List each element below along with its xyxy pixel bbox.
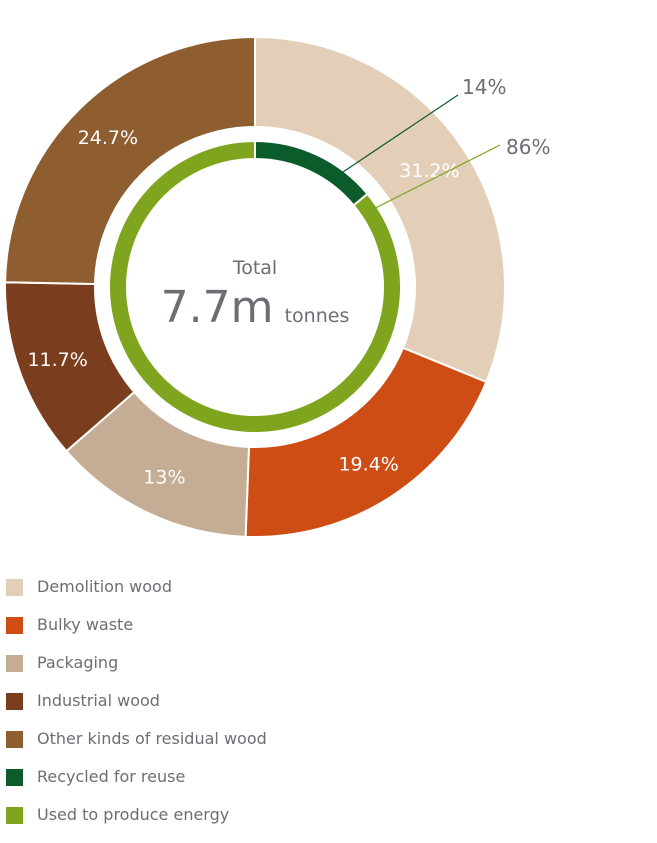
legend-item: Industrial wood [6, 691, 267, 729]
center-title: Total [232, 257, 277, 279]
legend-swatch [6, 655, 23, 672]
outer-slice-label: 24.7% [78, 127, 138, 149]
outer-slice-label: 19.4% [338, 454, 398, 476]
legend: Demolition wood Bulky waste Packaging Indus… [6, 577, 267, 843]
inner-slice [108, 139, 402, 434]
legend-label: Packaging [37, 653, 119, 672]
center-unit: tonnes [285, 305, 350, 327]
legend-label: Other kinds of residual wood [37, 729, 267, 748]
legend-item: Used to produce energy [6, 805, 267, 843]
outer-slice-label: 11.7% [27, 349, 87, 371]
outer-ring [4, 35, 506, 538]
legend-swatch [6, 731, 23, 748]
donut-chart: 31.2% 19.4% 13% 11.7% 24.7% 14% 86% Total 7.7… [4, 35, 550, 538]
outer-slice-label: 13% [143, 466, 185, 488]
center-value: 7.7m [161, 282, 274, 333]
legend-swatch [6, 769, 23, 786]
callout-line [368, 144, 501, 212]
callout-label: 14% [462, 75, 506, 99]
legend-item: Demolition wood [6, 577, 267, 615]
outer-ring-labels: 31.2% 19.4% 13% 11.7% 24.7% [27, 127, 459, 488]
callout-label: 86% [506, 135, 550, 159]
inner-ring-callouts: 14% 86% [335, 75, 550, 212]
legend-swatch [6, 693, 23, 710]
outer-slice [254, 35, 506, 384]
legend-label: Demolition wood [37, 577, 172, 596]
legend-swatch [6, 807, 23, 824]
inner-ring [108, 139, 402, 434]
legend-item: Bulky waste [6, 615, 267, 653]
legend-item: Recycled for reuse [6, 767, 267, 805]
outer-slice-label: 31.2% [399, 160, 459, 182]
callout-line [335, 94, 459, 178]
legend-item: Packaging [6, 653, 267, 691]
outer-slice [4, 35, 256, 286]
legend-label: Recycled for reuse [37, 767, 186, 786]
center-total: 7.7m tonnes [161, 282, 350, 333]
legend-swatch [6, 617, 23, 634]
legend-item: Other kinds of residual wood [6, 729, 267, 767]
outer-slice [244, 346, 488, 538]
legend-label: Used to produce energy [37, 805, 230, 824]
legend-label: Industrial wood [37, 691, 160, 710]
legend-label: Bulky waste [37, 615, 134, 634]
legend-swatch [6, 579, 23, 596]
